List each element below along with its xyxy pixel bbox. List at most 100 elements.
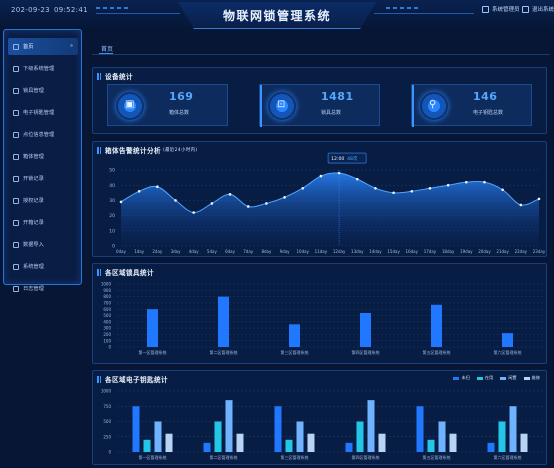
sidebar-item-label: 锁具管理 bbox=[23, 88, 44, 94]
x-tick-label: 2day bbox=[152, 249, 163, 254]
sidebar-item-boxes[interactable]: 箱体管理 bbox=[8, 148, 78, 165]
bar bbox=[509, 406, 517, 452]
legend-item[interactable]: 闲置 bbox=[500, 375, 517, 381]
y-tick-label: 200 bbox=[103, 332, 111, 337]
folder-icon bbox=[13, 175, 19, 182]
key-icon bbox=[13, 109, 19, 116]
sidebar-item-auth-records[interactable]: 授权记录 bbox=[8, 192, 78, 209]
x-tick-label: 14day bbox=[369, 249, 382, 254]
sidebar-item-unlock-records[interactable]: 开锁记录 bbox=[8, 170, 78, 187]
x-tick-label: 第五区管理系统 bbox=[423, 349, 451, 355]
sidebar-item-keys[interactable]: 电子钥匙管理 bbox=[8, 104, 78, 121]
x-tick-label: 第二区管理系统 bbox=[210, 349, 238, 355]
header-rule-left bbox=[96, 13, 180, 14]
folder-open-icon bbox=[13, 219, 19, 226]
data-point bbox=[174, 199, 177, 202]
x-tick-label: 9day bbox=[280, 249, 291, 254]
stat-value: 1481 bbox=[321, 90, 354, 103]
stat-label: 锁具总数 bbox=[321, 110, 342, 116]
sidebar-item-label: 箱体管理 bbox=[23, 154, 44, 160]
chart-title: 各区域锁具统计 bbox=[105, 269, 154, 277]
y-tick-label: 1000 bbox=[101, 282, 112, 287]
series-line bbox=[120, 172, 540, 214]
x-tick-label: 第六区管理系统 bbox=[494, 454, 522, 460]
data-point bbox=[410, 189, 414, 193]
bar bbox=[307, 433, 315, 452]
data-point bbox=[355, 177, 359, 181]
tab-active-indicator bbox=[99, 53, 113, 54]
y-tick-label: 1000 bbox=[101, 389, 112, 394]
sidebar-item-logs[interactable]: 日志管理 bbox=[8, 280, 78, 297]
x-tick-label: 1day bbox=[134, 249, 145, 254]
tab-home[interactable]: 首页 bbox=[101, 46, 114, 53]
x-tick-label: 23day bbox=[533, 249, 546, 254]
sidebar-item-subsystem[interactable]: 下级系统管理 bbox=[8, 60, 78, 77]
sidebar-item-box-records[interactable]: 开箱记录 bbox=[8, 214, 78, 231]
legend-item[interactable]: 在用 bbox=[476, 375, 493, 381]
key-chart-panel: 各区域电子钥匙统计 未归 在用 闲置 维修 0 250 500 750 1000 第一区管… bbox=[92, 370, 547, 465]
y-tick-label: 0 bbox=[108, 450, 111, 455]
chat-icon bbox=[13, 65, 19, 72]
bar bbox=[356, 421, 364, 452]
sidebar-item-label: 电子钥匙管理 bbox=[23, 110, 55, 116]
home-icon bbox=[13, 43, 19, 50]
user-button[interactable]: 系统管理员 bbox=[482, 5, 520, 13]
x-tick-label: 6day bbox=[225, 249, 236, 254]
logout-icon bbox=[522, 5, 529, 13]
x-tick-label: 15day bbox=[387, 249, 400, 254]
alarm-chart-heading: 箱体告警统计分析 (最近24小时内) bbox=[97, 145, 198, 155]
data-point bbox=[519, 203, 523, 207]
header-rule-right bbox=[374, 13, 474, 14]
stat-label: 电子钥匙总数 bbox=[473, 110, 504, 116]
title-plate bbox=[178, 2, 376, 29]
x-tick-label: 18day bbox=[442, 249, 455, 254]
x-tick-label: 22day bbox=[515, 249, 528, 254]
sidebar-item-label: 点位信息管理 bbox=[23, 132, 55, 138]
x-tick-label: 13day bbox=[351, 249, 364, 254]
log-icon bbox=[13, 285, 19, 292]
x-tick-label: 第一区管理系统 bbox=[139, 454, 167, 460]
x-tick-label: 第三区管理系统 bbox=[281, 454, 309, 460]
y-tick-label: 500 bbox=[103, 313, 111, 318]
sidebar-item-home[interactable]: 首页 » bbox=[8, 38, 78, 55]
chart-subtitle: (最近24小时内) bbox=[162, 148, 198, 153]
y-tick-label: 800 bbox=[103, 294, 111, 299]
bar bbox=[214, 421, 222, 452]
y-tick-label: 700 bbox=[103, 301, 111, 306]
bar bbox=[285, 439, 293, 452]
box-icon: ▣ bbox=[116, 92, 144, 120]
chart-title: 箱体告警统计分析 bbox=[105, 147, 161, 155]
data-point bbox=[392, 191, 395, 195]
sidebar: 首页 » 下级系统管理 锁具管理 电子钥匙管理 点位信息管理 箱体管理 开锁记录… bbox=[3, 29, 82, 292]
monitor-icon bbox=[13, 263, 19, 270]
data-point bbox=[119, 200, 123, 204]
legend-item[interactable]: 维修 bbox=[523, 375, 540, 381]
data-point bbox=[192, 211, 195, 214]
header-deco-left bbox=[96, 7, 130, 9]
alarm-chart-panel: 箱体告警统计分析 (最近24小时内) 0 10 20 30 40 50 0day 1day 2d… bbox=[92, 141, 547, 257]
page-title: 物联网锁管理系统 bbox=[222, 9, 331, 23]
sidebar-item-locations[interactable]: 点位信息管理 bbox=[8, 126, 78, 143]
x-tick-label: 12day bbox=[333, 249, 346, 254]
user-icon bbox=[482, 5, 489, 13]
sidebar-item-import[interactable]: 数据导入 bbox=[8, 236, 78, 253]
data-point bbox=[465, 180, 468, 184]
data-point bbox=[501, 188, 504, 192]
x-tick-label: 第四区管理系统 bbox=[352, 454, 380, 460]
sidebar-item-system[interactable]: 系统管理 bbox=[8, 258, 78, 275]
data-point bbox=[319, 174, 323, 178]
stat-card-keys: ⚲ 146 电子钥匙总数 bbox=[411, 84, 532, 127]
legend-item[interactable]: 未归 bbox=[453, 375, 470, 381]
bar bbox=[225, 400, 233, 452]
y-tick-label: 20 bbox=[109, 213, 115, 219]
stat-card-boxes: ▣ 169 箱体总数 bbox=[107, 84, 228, 126]
sidebar-item-label: 系统管理 bbox=[23, 264, 44, 270]
x-tick-label: 21day bbox=[496, 249, 509, 254]
location-icon bbox=[13, 131, 19, 138]
sidebar-item-locks[interactable]: 锁具管理 bbox=[8, 82, 78, 99]
device-stats-heading: 设备统计 bbox=[97, 71, 133, 81]
stat-card-locks: ⊡ 1481 锁具总数 bbox=[259, 84, 380, 127]
logout-button[interactable]: 退出系统 bbox=[522, 5, 554, 13]
x-tick-label: 5day bbox=[207, 249, 218, 254]
sidebar-item-label: 日志管理 bbox=[23, 286, 44, 292]
